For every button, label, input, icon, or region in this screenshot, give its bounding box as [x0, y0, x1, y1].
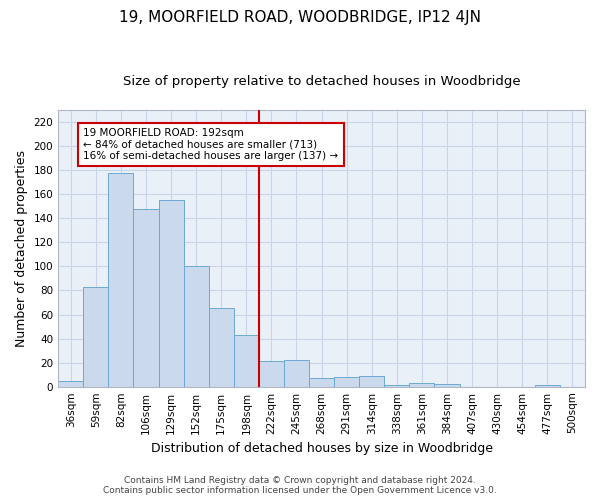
Bar [259, 362, 284, 386]
Bar [334, 377, 359, 386]
Bar [184, 266, 209, 386]
Bar [359, 376, 385, 386]
Bar [284, 360, 309, 386]
Bar [58, 380, 83, 386]
Title: Size of property relative to detached houses in Woodbridge: Size of property relative to detached ho… [123, 75, 520, 88]
Bar [434, 384, 460, 386]
Bar [234, 335, 259, 386]
X-axis label: Distribution of detached houses by size in Woodbridge: Distribution of detached houses by size … [151, 442, 493, 455]
Bar [309, 378, 334, 386]
Bar [158, 200, 184, 386]
Bar [409, 383, 434, 386]
Text: 19 MOORFIELD ROAD: 192sqm
← 84% of detached houses are smaller (713)
16% of semi: 19 MOORFIELD ROAD: 192sqm ← 84% of detac… [83, 128, 338, 161]
Bar [209, 308, 234, 386]
Bar [133, 208, 158, 386]
Text: Contains HM Land Registry data © Crown copyright and database right 2024.
Contai: Contains HM Land Registry data © Crown c… [103, 476, 497, 495]
Bar [83, 287, 109, 386]
Y-axis label: Number of detached properties: Number of detached properties [15, 150, 28, 347]
Bar [109, 172, 133, 386]
Text: 19, MOORFIELD ROAD, WOODBRIDGE, IP12 4JN: 19, MOORFIELD ROAD, WOODBRIDGE, IP12 4JN [119, 10, 481, 25]
